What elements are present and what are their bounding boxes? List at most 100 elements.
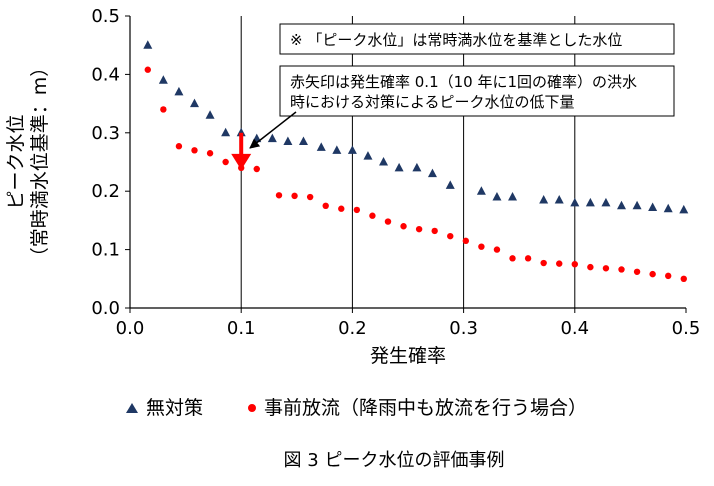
series-1-point-2 <box>174 86 184 96</box>
series-1-point-21 <box>492 192 502 201</box>
reduction-arrow <box>231 132 252 170</box>
series-1-point-26 <box>585 197 595 207</box>
series-1-point-16 <box>394 162 404 172</box>
series-1-point-18 <box>427 168 437 178</box>
tick-labels: 0.0 0.1 0.2 0.3 0.4 0.5 0.0 0.1 0.2 0.3 0.4 0.5 <box>91 6 700 339</box>
series-2-point-19 <box>447 232 454 240</box>
series-1-point-28 <box>617 200 627 210</box>
series-1-point-25 <box>570 197 580 207</box>
series-2-point-0 <box>144 66 151 73</box>
y-tick-label-0: 0.0 <box>91 298 120 319</box>
series-2-point-10 <box>306 193 314 201</box>
series-2-point-12 <box>338 205 345 212</box>
series-1-point-20 <box>476 186 486 195</box>
y-tick-label-2: 0.2 <box>91 181 120 202</box>
series-2-point-5 <box>222 158 229 166</box>
series-1-point-17 <box>412 162 422 172</box>
y-axis-title-line1: ピーク水位 <box>5 114 27 209</box>
legend-triangle-marker <box>126 403 138 413</box>
x-tick-label-3: 0.3 <box>449 318 478 339</box>
series-2-point-25 <box>540 259 547 267</box>
series-1-point-1 <box>158 75 168 84</box>
note-2-text-line1: 赤矢印は発生確率 0.1（10 年に1回の確率）の洪水 <box>290 73 637 91</box>
legend-label-series-2: 事前放流（降雨中も放流を行う場合） <box>264 397 587 419</box>
note-box-1 <box>279 23 675 55</box>
series-1-point-22 <box>508 192 518 201</box>
y-axis-title-line2: （常時満水位基準：m） <box>29 58 51 267</box>
series-1-point-0 <box>143 40 153 49</box>
series-1-point-32 <box>679 204 689 214</box>
series-2-point-14 <box>369 212 376 219</box>
series-2-point-17 <box>415 225 423 233</box>
series-1-point-30 <box>648 202 658 212</box>
data-points <box>143 40 689 282</box>
series-1-point-6 <box>236 127 246 137</box>
figure-caption: 図 3 ピーク水位の評価事例 <box>284 450 505 471</box>
series-1-point-4 <box>205 110 215 119</box>
x-tick-label-2: 0.2 <box>338 318 367 339</box>
series-1-point-14 <box>363 151 373 160</box>
series-2-point-18 <box>431 227 438 235</box>
series-2-point-7 <box>253 165 260 173</box>
series-1-point-9 <box>283 136 293 146</box>
series-2-point-13 <box>353 206 361 214</box>
series-2-point-21 <box>478 243 485 250</box>
series-1-point-29 <box>632 200 642 210</box>
x-tick-label-1: 0.1 <box>227 318 256 339</box>
series-2-point-32 <box>649 270 656 278</box>
series-2-point-11 <box>322 202 329 209</box>
axes <box>125 15 687 313</box>
series-2-point-30 <box>618 266 625 273</box>
legend: 無対策 事前放流（降雨中も放流を行う場合） <box>126 397 587 419</box>
series-2-point-15 <box>384 218 392 225</box>
legend-circle-marker <box>248 404 256 412</box>
x-tick-label-5: 0.5 <box>672 318 701 339</box>
y-tick-label-5: 0.5 <box>91 6 120 27</box>
series-2-point-1 <box>160 106 167 113</box>
series-2-point-4 <box>206 150 214 157</box>
series-2-point-33 <box>665 272 672 280</box>
series-1-point-15 <box>379 157 389 166</box>
note-pointer-arrow <box>249 111 297 149</box>
series-2-point-24 <box>524 255 532 262</box>
series-1-point-23 <box>539 194 549 204</box>
series-2-point-3 <box>191 147 198 154</box>
series-1-point-10 <box>298 136 308 146</box>
series-2-point-26 <box>556 260 563 267</box>
series-1-point-8 <box>267 133 277 143</box>
series-2-point-2 <box>175 143 183 150</box>
y-tick-label-1: 0.1 <box>91 240 120 261</box>
series-1-point-3 <box>189 98 199 108</box>
x-tick-label-0: 0.0 <box>116 318 145 339</box>
series-2-point-27 <box>571 261 578 268</box>
note-1-text: ※ 「ピーク水位」は常時満水位を基準とした水位 <box>290 31 622 49</box>
series-2-point-29 <box>602 265 610 272</box>
series-1-point-12 <box>332 145 342 154</box>
series-2-point-9 <box>291 192 298 200</box>
y-tick-label-4: 0.4 <box>91 64 120 85</box>
series-1-point-13 <box>347 145 357 154</box>
legend-label-series-1: 無対策 <box>146 397 203 419</box>
x-tick-label-4: 0.4 <box>560 318 589 339</box>
series-1-point-19 <box>445 180 455 189</box>
series-1-point-31 <box>663 203 673 213</box>
x-axis-title: 発生確率 <box>370 345 446 367</box>
note-2-text-line2: 時における対策によるピーク水位の低下量 <box>290 93 575 111</box>
series-1-point-11 <box>316 142 326 151</box>
series-2-point-8 <box>275 192 283 199</box>
series-2-point-23 <box>509 255 516 262</box>
note-box-2 <box>279 65 675 117</box>
reduction-arrow-head <box>231 153 252 170</box>
series-1-point-27 <box>601 197 611 207</box>
series-2-point-16 <box>400 223 407 230</box>
series-2-point-31 <box>633 268 641 275</box>
series-1-point-24 <box>554 194 564 204</box>
y-tick-label-3: 0.3 <box>91 123 120 144</box>
series-2-point-22 <box>493 246 501 253</box>
series-2-point-28 <box>587 263 594 271</box>
series-2-point-34 <box>680 275 687 282</box>
grid-lines <box>240 16 576 308</box>
series-2-point-20 <box>462 237 470 245</box>
series-1-point-5 <box>221 127 231 137</box>
